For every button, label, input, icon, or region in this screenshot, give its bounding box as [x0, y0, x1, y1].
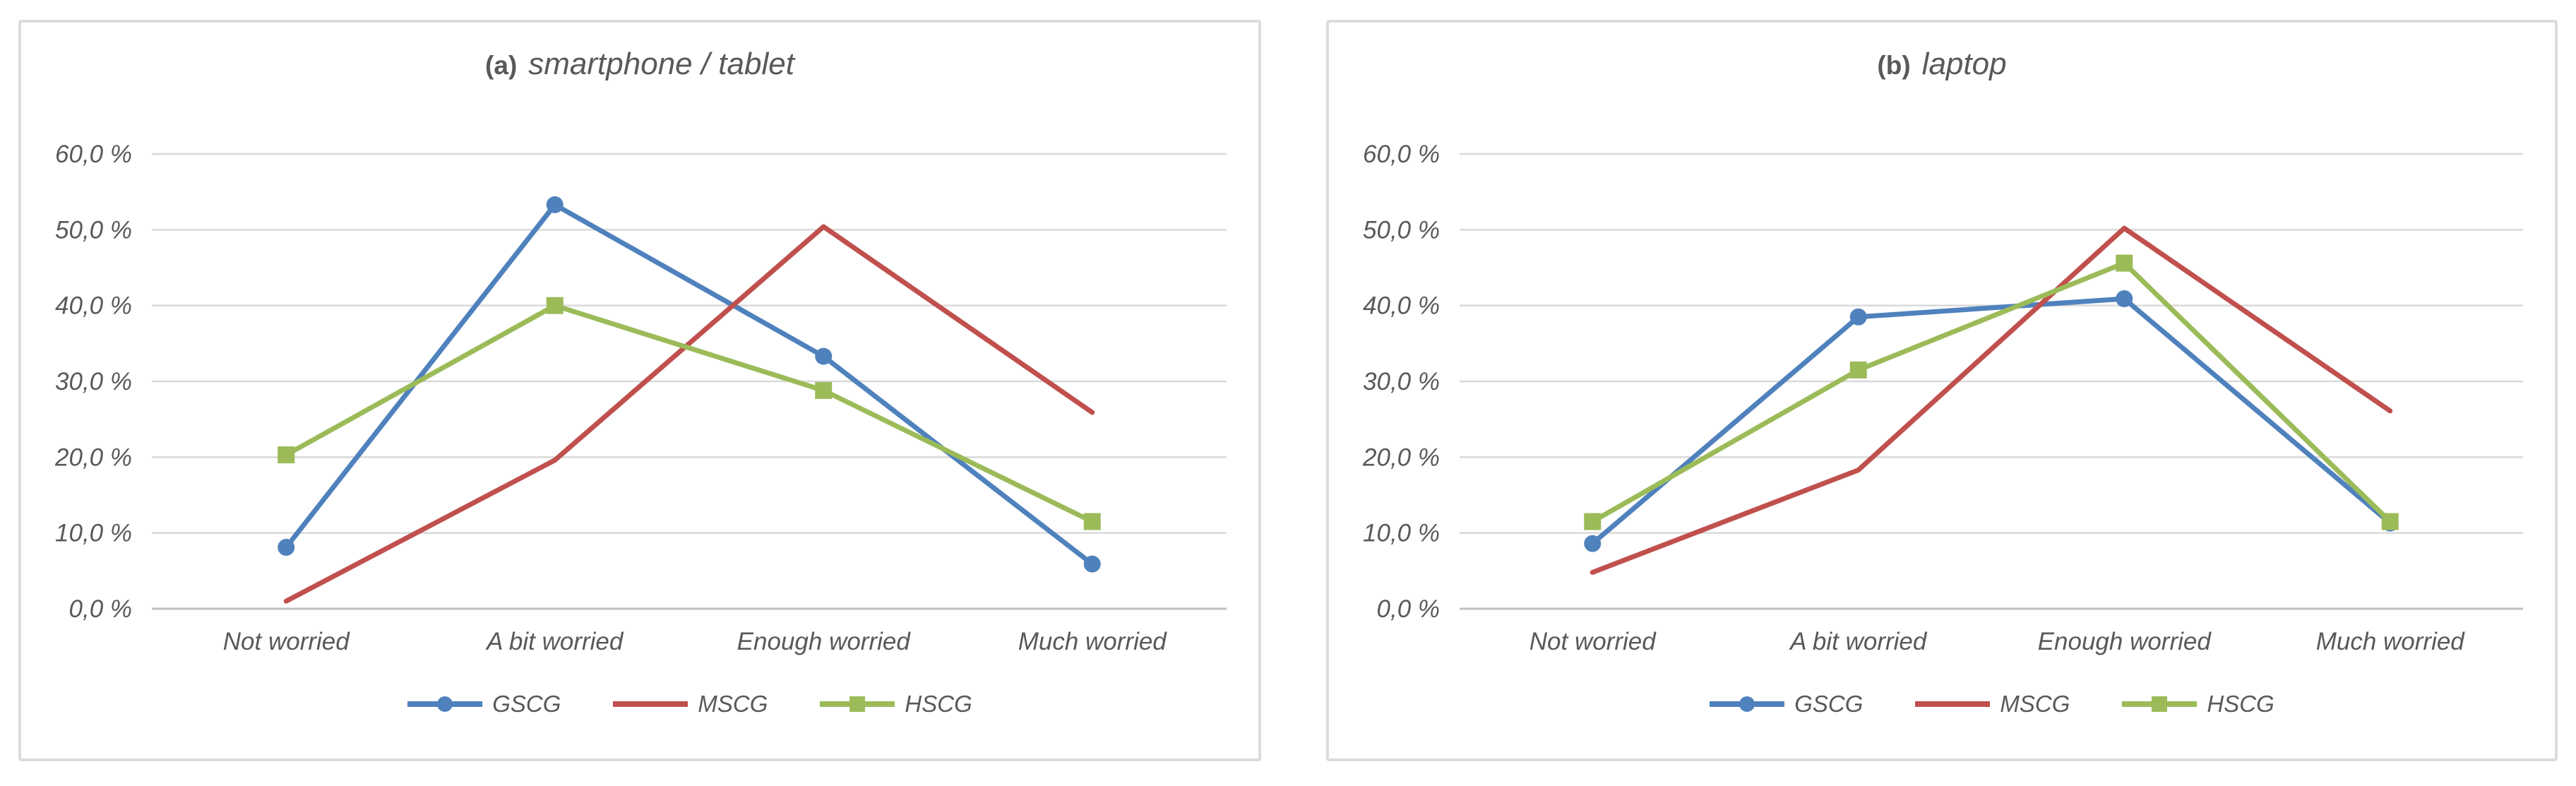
legend-marker-square — [2152, 696, 2168, 712]
x-category-label: Enough worried — [2038, 628, 2212, 655]
y-tick-label: 30,0 % — [55, 368, 132, 395]
legend: GSCG MSCG HSCG — [152, 691, 1227, 717]
data-point-GSCG-2 — [815, 347, 833, 365]
chart-title: (b) laptop — [1329, 47, 2555, 82]
legend-item-MSCG: MSCG — [1914, 691, 2070, 717]
series-line-MSCG — [283, 224, 1095, 604]
x-category-label: Enough worried — [737, 628, 912, 655]
series-line-HSCG — [1590, 261, 2393, 525]
x-category-label: Much worried — [1018, 628, 1168, 655]
legend-swatch-GSCG — [1710, 696, 1785, 712]
x-category-label: A bit worried — [1789, 628, 1928, 655]
y-tick-label: 60,0 % — [55, 141, 132, 168]
y-tick-label: 30,0 % — [1363, 368, 1440, 395]
legend-item-MSCG: MSCG — [612, 691, 768, 717]
chart-svg: 0,0 % 10,0 % 20,0 % 30,0 % 40,0 % 50,0 % 60,0 … — [54, 141, 1227, 655]
x-category-label: A bit worried — [485, 628, 624, 655]
data-point-HSCG-1 — [1849, 361, 1867, 379]
chart-svg: 0,0 % 10,0 % 20,0 % 30,0 % 40,0 % 50,0 % 60,0 … — [1362, 141, 2523, 655]
data-point-HSCG-3 — [1083, 513, 1101, 530]
legend-label: HSCG — [905, 691, 972, 717]
x-category-label: Much worried — [2316, 628, 2466, 655]
legend-label: GSCG — [1794, 691, 1864, 717]
x-category-label: Not worried — [223, 628, 350, 655]
data-point-GSCG-2 — [2116, 290, 2133, 308]
y-tick-label: 20,0 % — [54, 443, 132, 471]
legend-label: MSCG — [698, 691, 768, 717]
y-tick-label: 50,0 % — [55, 216, 132, 244]
plot-area: 0,0 % 10,0 % 20,0 % 30,0 % 40,0 % 50,0 % 60,0 … — [21, 23, 1258, 758]
legend-marker-circle — [437, 696, 453, 712]
legend-item-HSCG: HSCG — [2121, 691, 2274, 717]
legend-label: GSCG — [492, 691, 561, 717]
legend-swatch-GSCG — [407, 696, 483, 712]
y-tick-label: 50,0 % — [1363, 216, 1440, 244]
chart-title-text: laptop — [1921, 47, 2007, 81]
y-tick-label: 0,0 % — [69, 595, 133, 623]
y-tick-label: 40,0 % — [1363, 292, 1440, 320]
y-tick-label: 20,0 % — [1362, 443, 1440, 471]
series-line-MSCG — [1590, 225, 2393, 575]
series-line-HSCG — [283, 303, 1095, 525]
x-category-label: Not worried — [1530, 628, 1657, 655]
plot-area: 0,0 % 10,0 % 20,0 % 30,0 % 40,0 % 50,0 % 60,0 … — [1329, 23, 2555, 758]
data-point-HSCG-1 — [546, 297, 564, 314]
y-tick-label: 10,0 % — [1363, 520, 1440, 547]
chart-title-text: smartphone / tablet — [528, 47, 794, 81]
series-line-GSCG — [283, 202, 1095, 567]
data-point-HSCG-3 — [2381, 513, 2399, 530]
data-point-HSCG-0 — [278, 446, 295, 464]
legend-item-GSCG: GSCG — [1708, 691, 1863, 717]
data-point-GSCG-1 — [546, 196, 564, 213]
chart-panel-laptop: (b) laptop 0,0 % 10,0 % 20,0 % 30,0 % 40,0 % 5… — [1326, 20, 2558, 761]
y-tick-label: 10,0 % — [55, 520, 132, 547]
chart-panel-smartphone-tablet: (a) smartphone / tablet 0,0 % 10,0 % 20,0 %… — [18, 20, 1261, 761]
legend-marker-circle — [1739, 696, 1755, 712]
data-point-GSCG-0 — [1584, 535, 1602, 552]
legend-label: HSCG — [2207, 691, 2274, 717]
data-point-HSCG-2 — [815, 381, 833, 399]
legend-item-HSCG: HSCG — [818, 691, 972, 717]
data-point-GSCG-3 — [1083, 555, 1101, 573]
data-point-GSCG-1 — [1849, 308, 1867, 326]
legend-swatch-MSCG — [1915, 701, 1991, 707]
legend-item-GSCG: GSCG — [406, 691, 561, 717]
legend-swatch-MSCG — [613, 701, 688, 707]
panel-label: (b) — [1877, 51, 1911, 80]
data-point-GSCG-0 — [278, 539, 295, 556]
legend-marker-square — [849, 696, 866, 712]
panel-label: (a) — [485, 51, 518, 80]
legend-swatch-HSCG — [2122, 696, 2198, 712]
y-tick-label: 60,0 % — [1363, 141, 1440, 168]
data-point-HSCG-0 — [1584, 513, 1602, 530]
data-point-HSCG-2 — [2116, 254, 2133, 272]
legend: GSCG MSCG HSCG — [1460, 691, 2523, 717]
legend-label: MSCG — [2000, 691, 2070, 717]
y-tick-label: 0,0 % — [1377, 595, 1441, 623]
chart-title: (a) smartphone / tablet — [21, 47, 1258, 82]
y-tick-label: 40,0 % — [55, 292, 132, 320]
series-line-GSCG — [1590, 296, 2393, 547]
legend-swatch-HSCG — [820, 696, 895, 712]
